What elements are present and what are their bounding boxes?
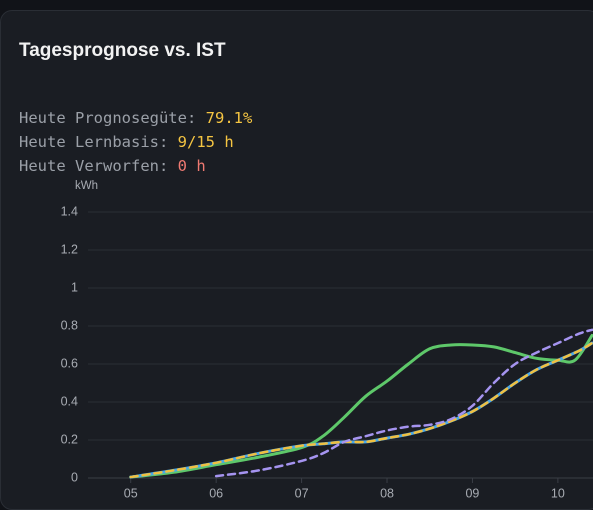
y-axis-title: kWh: [75, 180, 98, 192]
stat-value: 0 h: [177, 157, 206, 175]
stat-row: Heute Lernbasis: 9/15 h: [19, 130, 252, 154]
stat-label: Heute Lernbasis:: [19, 133, 169, 151]
y-tick-label: 1: [71, 280, 78, 294]
x-tick-label: 06: [209, 486, 223, 500]
x-tick-label: 10: [551, 486, 565, 500]
series-line: [214, 328, 593, 478]
y-tick-label: 0.2: [61, 432, 78, 446]
card: [0, 10, 593, 510]
stat-value: 9/15 h: [177, 133, 234, 151]
y-tick-label: 0.8: [61, 318, 78, 332]
stat-row: Heute Verworfen: 0 h: [19, 154, 252, 178]
stat-row: Heute Prognosegüte: 79.1%: [19, 106, 252, 130]
series-line: [129, 341, 593, 479]
stat-label: Heute Verworfen:: [19, 157, 169, 175]
x-tick-label: 05: [124, 486, 138, 500]
x-tick-label: 09: [465, 486, 479, 500]
y-tick-label: 1.4: [61, 204, 78, 218]
card-title: Tagesprognose vs. IST: [19, 40, 226, 61]
stats: Heute Prognosegüte: 79.1% Heute Lernbasi…: [19, 106, 252, 178]
stat-label: Heute Prognosegüte:: [19, 109, 197, 127]
y-tick-label: 0.4: [61, 394, 78, 408]
y-tick-label: 0.6: [61, 356, 78, 370]
stat-value: 79.1%: [205, 109, 253, 127]
y-tick-label: 0: [71, 470, 78, 484]
series-line: [129, 341, 593, 479]
x-tick-label: 08: [380, 486, 394, 500]
series-line: [129, 334, 593, 479]
y-tick-label: 1.2: [61, 242, 78, 256]
x-tick-label: 07: [295, 486, 309, 500]
